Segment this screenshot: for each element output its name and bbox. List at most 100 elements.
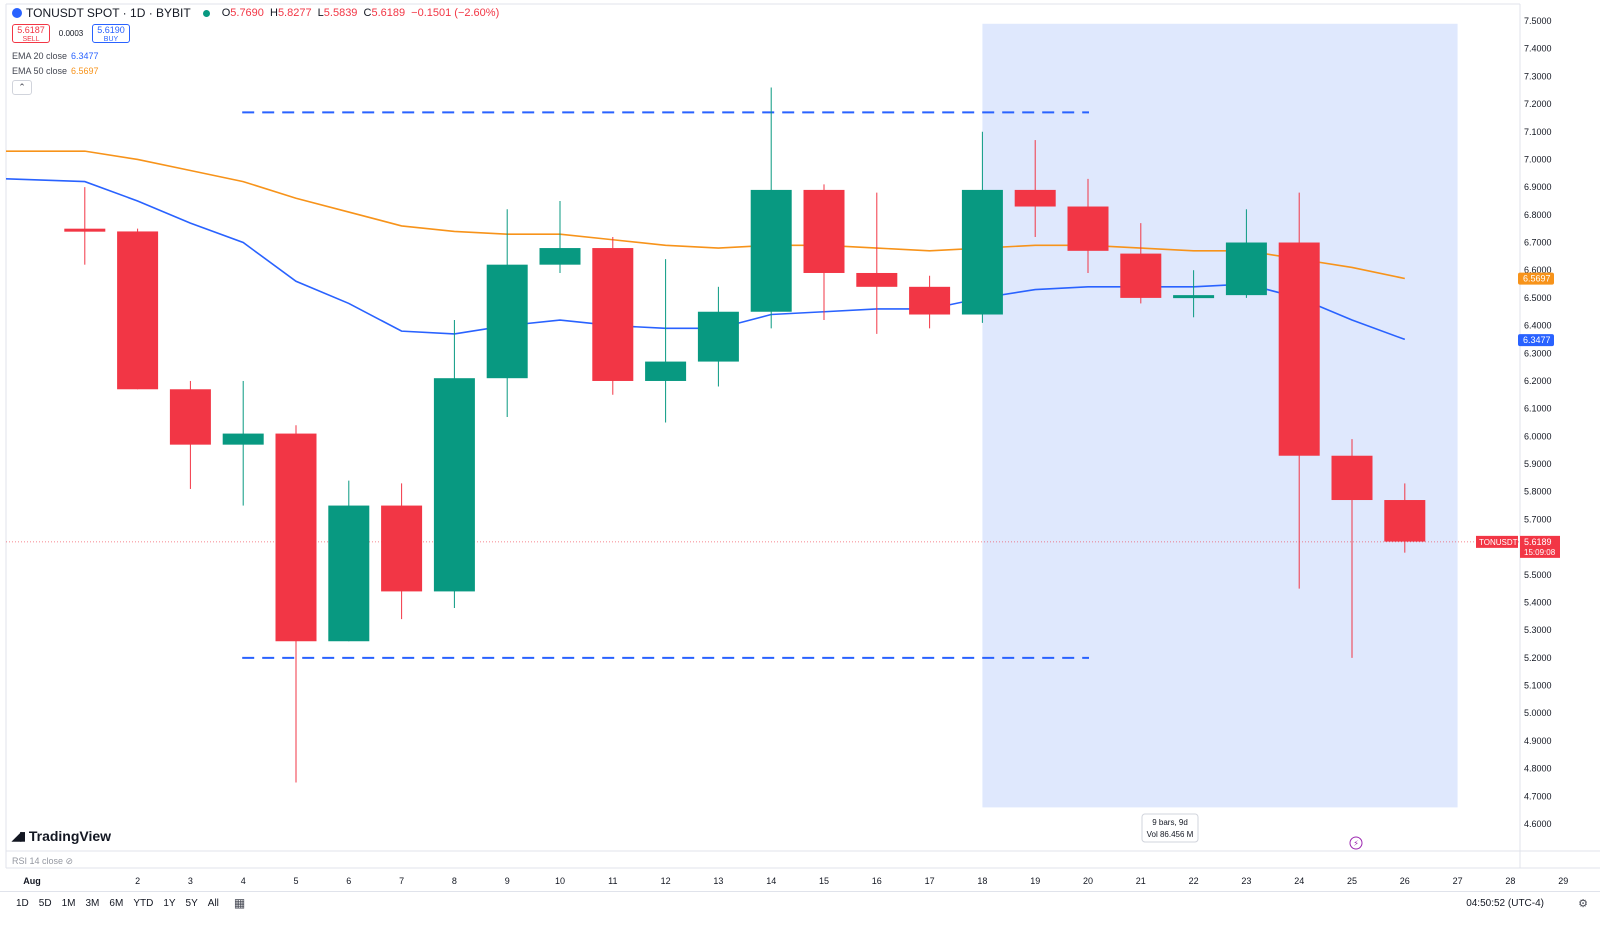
sell-button[interactable]: 5.6187 SELL [12, 24, 50, 43]
time-tick-label: 4 [241, 876, 246, 886]
price-tick-label: 5.1000 [1524, 681, 1552, 691]
candle-body[interactable] [645, 361, 687, 381]
candle-body[interactable] [328, 505, 370, 642]
candle-body[interactable] [117, 231, 159, 390]
price-tick-label: 7.2000 [1524, 99, 1552, 109]
tv-logo-icon: ◢▮ [12, 829, 26, 843]
time-tick-label: 3 [188, 876, 193, 886]
trade-panel: 5.6187 SELL 0.0003 5.6190 BUY [12, 24, 130, 43]
candle-body[interactable] [1331, 455, 1373, 501]
time-tick-label: 2 [135, 876, 140, 886]
candle-body[interactable] [1384, 500, 1426, 542]
candle-body[interactable] [1014, 189, 1056, 207]
candle-body[interactable] [961, 189, 1003, 315]
candle-body[interactable] [909, 286, 951, 315]
range-info-bars: 9 bars, 9d [1152, 818, 1188, 827]
time-tick-label: 8 [452, 876, 457, 886]
candle-body[interactable] [381, 505, 423, 592]
price-tick-label: 4.7000 [1524, 791, 1552, 801]
date-range-highlight[interactable] [982, 23, 1458, 808]
candle-body[interactable] [222, 433, 264, 445]
candle-body[interactable] [1120, 253, 1162, 298]
spread-value: 0.0003 [58, 29, 84, 38]
range-info-box [1141, 813, 1199, 843]
price-tick-label: 7.0000 [1524, 154, 1552, 164]
candle-body[interactable] [1067, 206, 1109, 251]
eye-hidden-icon[interactable]: ⊘ [65, 856, 74, 866]
ema20-legend[interactable]: EMA 20 close 6.3477 [12, 51, 99, 61]
symbol-title[interactable]: TONUSDT SPOT · 1D · BYBIT [26, 6, 191, 20]
range-info-volume: Vol 86.456 M [1147, 830, 1194, 839]
candle-body[interactable] [697, 311, 739, 362]
ema50-price-tag [1518, 272, 1554, 285]
price-tick-label: 5.2000 [1524, 653, 1552, 663]
time-tick-label: 9 [505, 876, 510, 886]
lightning-icon[interactable] [1349, 836, 1363, 850]
gear-icon[interactable]: ⚙ [1578, 897, 1588, 910]
price-tick-label: 7.5000 [1524, 16, 1552, 26]
candle-body[interactable] [486, 264, 528, 379]
candle-body[interactable] [1173, 295, 1215, 299]
ema20-price-tag [1518, 334, 1554, 347]
price-tick-label: 5.5000 [1524, 570, 1552, 580]
lightning-glyph: ⚡ [1353, 839, 1359, 848]
price-tick-label: 5.7000 [1524, 514, 1552, 524]
candle-body[interactable] [433, 378, 475, 592]
time-tick-label: 10 [555, 876, 565, 886]
range-ytd[interactable]: YTD [133, 897, 154, 909]
candle-body[interactable] [275, 433, 317, 642]
candle-body[interactable] [592, 248, 634, 381]
price-tick-label: 5.9000 [1524, 459, 1552, 469]
time-tick-label: 5 [293, 876, 298, 886]
range-1d[interactable]: 1D [16, 897, 29, 909]
time-tick-label: 18 [977, 876, 987, 886]
time-tick-label: 28 [1505, 876, 1515, 886]
chart-header: TONUSDT SPOT · 1D · BYBIT O5.7690 H5.827… [12, 6, 502, 20]
time-tick-label: 13 [713, 876, 723, 886]
candle-body[interactable] [539, 248, 581, 265]
market-status-icon [202, 9, 210, 17]
ema50-line[interactable] [6, 150, 1405, 280]
range-1m[interactable]: 1M [61, 897, 76, 909]
price-tick-label: 4.8000 [1524, 764, 1552, 774]
price-tick-label: 6.5000 [1524, 293, 1552, 303]
clock[interactable]: 04:50:52 (UTC-4) [1466, 897, 1544, 909]
price-tick-label: 5.8000 [1524, 487, 1552, 497]
candle-body[interactable] [750, 189, 792, 312]
price-tick-label: 4.9000 [1524, 736, 1552, 746]
candle-body[interactable] [169, 389, 211, 445]
candle-body[interactable] [1278, 242, 1320, 456]
candle-body[interactable] [803, 189, 845, 273]
time-tick-label: 20 [1083, 876, 1093, 886]
ema50-legend[interactable]: EMA 50 close 6.5697 [12, 66, 99, 76]
range-5d[interactable]: 5D [38, 897, 52, 909]
ema50-price-tag-text: 6.5697 [1523, 274, 1551, 284]
candle-body[interactable] [856, 272, 898, 287]
price-tick-label: 6.1000 [1524, 404, 1552, 414]
time-tick-label: Aug [23, 876, 41, 886]
price-tick-label: 5.4000 [1524, 597, 1552, 607]
range-all[interactable]: All [207, 897, 219, 909]
bottom-toolbar: 1D 5D 1M 3M 6M YTD 1Y 5Y All ▦ 04:50:52 … [0, 891, 1600, 914]
collapse-legend-button[interactable]: ⌃ [12, 80, 32, 95]
price-tick-label: 6.2000 [1524, 376, 1552, 386]
price-tick-label: 5.0000 [1524, 708, 1552, 718]
tradingview-logo: ◢▮ TradingView [12, 828, 112, 844]
price-tick-label: 6.9000 [1524, 182, 1552, 192]
time-tick-label: 19 [1030, 876, 1040, 886]
calendar-icon[interactable]: ▦ [233, 896, 246, 910]
time-tick-label: 27 [1453, 876, 1463, 886]
candle-body[interactable] [64, 228, 106, 232]
time-tick-label: 24 [1294, 876, 1304, 886]
price-tick-label: 5.3000 [1524, 625, 1552, 635]
range-6m[interactable]: 6M [109, 897, 124, 909]
buy-button[interactable]: 5.6190 BUY [92, 24, 130, 43]
range-5y[interactable]: 5Y [185, 897, 198, 909]
last-price-tag [1520, 535, 1560, 558]
candle-body[interactable] [1225, 242, 1267, 296]
range-3m[interactable]: 3M [85, 897, 100, 909]
ticker-logo-icon [12, 8, 22, 18]
range-1y[interactable]: 1Y [163, 897, 176, 909]
rsi-pane-label[interactable]: RSI 14 close ⊘ [12, 856, 74, 866]
